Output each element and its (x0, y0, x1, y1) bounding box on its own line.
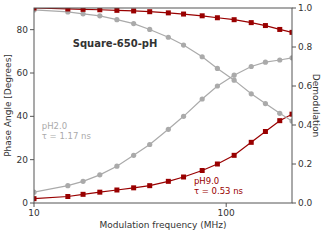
series-marker (65, 8, 70, 11)
plot-area (34, 8, 292, 203)
y2-axis-label: Demodulation (311, 74, 321, 137)
series-marker (215, 83, 220, 88)
y-tick-label: 60 (17, 68, 29, 78)
series-marker (114, 164, 119, 169)
plot-marks (34, 8, 292, 201)
y-tick (30, 73, 34, 74)
series-marker (200, 13, 205, 18)
plot-frame (34, 8, 292, 203)
x-tick-label: 100 (218, 208, 235, 218)
y-axis-label: Phase Angle [Degrees] (3, 54, 13, 157)
series-marker (131, 8, 136, 13)
y-tick (30, 203, 34, 204)
series-marker (80, 179, 85, 184)
annotation-line: pH9.0 (194, 176, 219, 186)
series-marker (147, 9, 152, 14)
series-marker (200, 54, 205, 59)
y-tick-label: 0 (22, 198, 28, 208)
y-tick-label: 20 (17, 155, 29, 165)
annotation-line: τ = 1.17 ns (42, 131, 92, 141)
y2-tick-label: 0.4 (298, 120, 313, 130)
series-line (34, 58, 292, 192)
series-marker (277, 111, 282, 116)
y-tick (30, 29, 34, 30)
y2-tick (292, 164, 296, 165)
y-tick-label: 40 (17, 111, 29, 121)
series-marker (147, 183, 152, 188)
y2-tick-label: 0.0 (298, 198, 313, 208)
title: Square-650-pH (73, 38, 158, 49)
series-marker (263, 101, 268, 106)
series-marker (131, 153, 136, 158)
series-marker (81, 192, 86, 197)
y-tick (30, 116, 34, 117)
series-line (34, 10, 292, 121)
series-marker (232, 153, 237, 158)
y2-tick (292, 8, 296, 9)
series-marker (249, 64, 254, 69)
annotation: pH9.0τ = 0.53 ns (194, 176, 244, 196)
series-marker (97, 172, 102, 177)
annotation: pH2.0τ = 1.17 ns (42, 121, 92, 141)
series-marker (80, 11, 85, 16)
y2-tick (292, 203, 296, 204)
series-marker (215, 162, 220, 167)
series-marker (232, 73, 237, 78)
series-marker (249, 20, 254, 25)
series-marker (147, 27, 152, 32)
y2-tick-label: 0.6 (298, 81, 313, 91)
series-marker (166, 179, 171, 184)
series-marker (263, 60, 268, 65)
series-marker (200, 96, 205, 101)
x-axis-label: Modulation frequency (MHz) (99, 220, 226, 230)
series-marker (166, 35, 171, 40)
series-marker (263, 129, 268, 134)
annotation-line: τ = 0.53 ns (194, 186, 244, 196)
series-marker (277, 27, 282, 32)
chart: 10 100 0 20 40 60 80 0.0 0.2 0.4 0.6 0.8 1.0 Modulati… (0, 0, 328, 233)
series-marker (131, 185, 136, 190)
series-marker (181, 42, 186, 47)
y2-tick (292, 47, 296, 48)
series-marker (81, 8, 86, 12)
series-line (34, 114, 292, 199)
series-marker (97, 8, 102, 12)
series-marker (232, 17, 237, 22)
series-marker (97, 190, 102, 195)
x-tick-label: 10 (28, 208, 40, 218)
series-marker (65, 194, 70, 199)
y-tick (30, 159, 34, 160)
series-marker (249, 140, 254, 145)
series-marker (277, 57, 282, 62)
series-marker (249, 91, 254, 96)
series-marker (147, 142, 152, 147)
series-marker (114, 8, 119, 13)
x-tick (34, 203, 35, 207)
series-marker (97, 13, 102, 18)
series-marker (65, 183, 70, 188)
y2-tick-label: 1.0 (298, 3, 313, 13)
series-marker (277, 118, 282, 123)
series-marker (131, 21, 136, 26)
series-marker (181, 12, 186, 17)
series-marker (114, 188, 119, 193)
series-marker (215, 66, 220, 71)
series-line (34, 8, 292, 32)
x-tick (226, 203, 227, 207)
y2-tick-label: 0.8 (298, 42, 313, 52)
y2-tick (292, 125, 296, 126)
series-marker (166, 127, 171, 132)
y-tick-label: 80 (17, 25, 29, 35)
series-marker (166, 10, 171, 15)
annotation-line: pH2.0 (42, 121, 67, 131)
series-marker (181, 175, 186, 180)
y2-tick (292, 86, 296, 87)
series-marker (181, 114, 186, 119)
series-marker (232, 78, 237, 83)
y2-tick-label: 0.2 (298, 159, 312, 169)
series-marker (215, 15, 220, 20)
series-marker (200, 168, 205, 173)
series-marker (263, 23, 268, 28)
series-marker (114, 17, 119, 22)
